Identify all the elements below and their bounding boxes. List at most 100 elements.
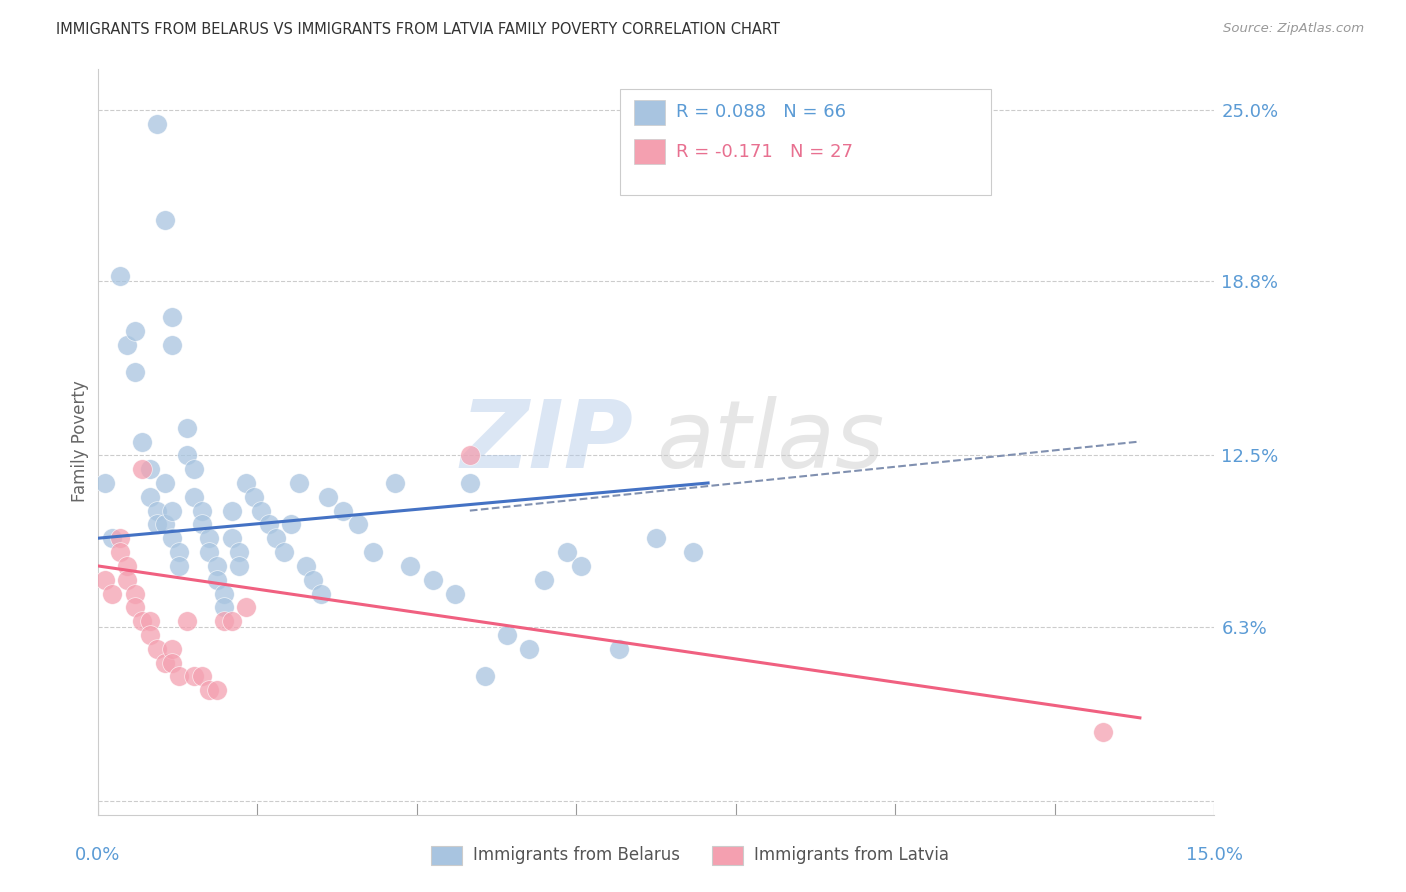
Point — [228, 558, 250, 573]
Point — [191, 517, 214, 532]
Point — [160, 531, 183, 545]
Point — [108, 268, 131, 283]
Point — [318, 490, 340, 504]
Point — [124, 366, 146, 380]
Point — [124, 586, 146, 600]
Point — [183, 490, 205, 504]
Point — [1091, 724, 1114, 739]
Point — [94, 475, 117, 490]
Point — [458, 475, 481, 490]
Point — [205, 683, 228, 698]
Point — [458, 448, 481, 462]
Point — [169, 545, 191, 559]
Point — [160, 641, 183, 656]
Point — [347, 517, 370, 532]
Point — [117, 338, 139, 352]
Point — [146, 517, 169, 532]
Point — [302, 573, 325, 587]
Point — [399, 558, 422, 573]
Point — [117, 573, 139, 587]
Point — [607, 641, 630, 656]
Point — [250, 503, 273, 517]
Point — [108, 545, 131, 559]
Point — [422, 573, 444, 587]
Point — [160, 656, 183, 670]
Point — [131, 434, 153, 449]
Point — [205, 558, 228, 573]
Y-axis label: Family Poverty: Family Poverty — [72, 381, 89, 502]
Point — [138, 628, 160, 642]
Point — [138, 462, 160, 476]
Point — [153, 213, 176, 227]
Point — [257, 517, 280, 532]
Point — [384, 475, 406, 490]
Point — [309, 586, 332, 600]
Point — [124, 600, 146, 615]
Point — [474, 669, 496, 683]
Point — [361, 545, 384, 559]
Text: atlas: atlas — [657, 396, 884, 487]
Point — [160, 310, 183, 325]
Point — [153, 517, 176, 532]
Point — [176, 614, 198, 628]
Point — [169, 558, 191, 573]
Point — [682, 545, 704, 559]
Point — [198, 545, 221, 559]
Point — [264, 531, 287, 545]
Point — [176, 421, 198, 435]
Point — [146, 641, 169, 656]
Point — [101, 531, 124, 545]
Text: 15.0%: 15.0% — [1185, 846, 1243, 863]
Point — [169, 669, 191, 683]
Point — [153, 656, 176, 670]
Text: Immigrants from Latvia: Immigrants from Latvia — [755, 846, 949, 863]
Point — [287, 475, 309, 490]
Point — [444, 586, 467, 600]
Point — [160, 338, 183, 352]
Point — [138, 490, 160, 504]
Text: IMMIGRANTS FROM BELARUS VS IMMIGRANTS FROM LATVIA FAMILY POVERTY CORRELATION CHA: IMMIGRANTS FROM BELARUS VS IMMIGRANTS FR… — [56, 22, 780, 37]
Point — [243, 490, 266, 504]
Point — [198, 531, 221, 545]
Point — [131, 462, 153, 476]
Point — [212, 586, 235, 600]
Point — [146, 117, 169, 131]
Point — [221, 503, 243, 517]
Point — [533, 573, 555, 587]
Text: Source: ZipAtlas.com: Source: ZipAtlas.com — [1223, 22, 1364, 36]
Point — [138, 614, 160, 628]
Point — [176, 448, 198, 462]
Point — [555, 545, 578, 559]
Point — [198, 683, 221, 698]
Point — [183, 669, 205, 683]
Text: ZIP: ZIP — [461, 395, 634, 488]
Point — [146, 503, 169, 517]
Point — [108, 531, 131, 545]
Point — [295, 558, 318, 573]
Text: R = 0.088   N = 66: R = 0.088 N = 66 — [676, 103, 846, 121]
Point — [153, 475, 176, 490]
Point — [94, 573, 117, 587]
Point — [235, 600, 257, 615]
Point — [519, 641, 541, 656]
Point — [212, 600, 235, 615]
Point — [228, 545, 250, 559]
Text: 0.0%: 0.0% — [75, 846, 121, 863]
Point — [183, 462, 205, 476]
Point — [273, 545, 295, 559]
Point — [131, 614, 153, 628]
Point — [571, 558, 593, 573]
Point — [212, 614, 235, 628]
Point — [191, 503, 214, 517]
Point — [117, 558, 139, 573]
Text: R = -0.171   N = 27: R = -0.171 N = 27 — [676, 143, 853, 161]
Point — [496, 628, 519, 642]
Point — [221, 614, 243, 628]
Point — [124, 324, 146, 338]
Point — [280, 517, 302, 532]
Point — [235, 475, 257, 490]
Point — [191, 669, 214, 683]
Point — [332, 503, 354, 517]
Point — [221, 531, 243, 545]
Point — [101, 586, 124, 600]
